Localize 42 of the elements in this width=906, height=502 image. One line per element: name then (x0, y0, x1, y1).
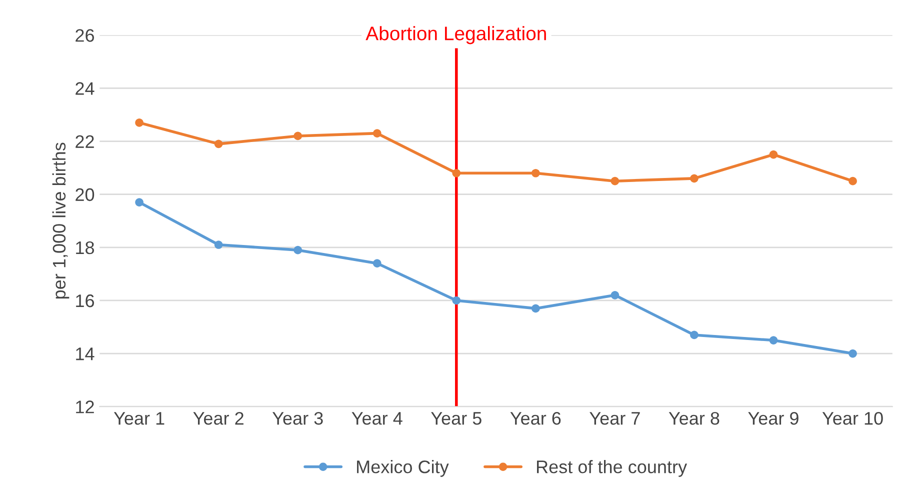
x-tick-label: Year 1 (114, 412, 164, 425)
x-tick-label: Year 3 (272, 412, 323, 425)
y-axis-title: per 1,000 live births (52, 142, 70, 298)
ref-line-label: Abortion Legalization (366, 26, 546, 44)
point (848, 176, 857, 186)
x-tick-label: Year 2 (193, 412, 244, 425)
x-tick-label: Year 4 (352, 412, 402, 425)
point (452, 168, 461, 178)
x-tick-label: Year 6 (510, 412, 561, 425)
point (769, 336, 778, 344)
point (610, 291, 620, 300)
point (372, 259, 382, 268)
y-tick-label: 16 (76, 294, 94, 308)
x-tick-label: Year 9 (748, 412, 798, 425)
x-tick-label: Year 8 (668, 412, 720, 425)
y-tick-label: 14 (76, 348, 94, 360)
legend-label: Mexico City (357, 460, 449, 477)
point (135, 198, 144, 206)
point (848, 349, 857, 358)
point (532, 304, 540, 313)
legend-label: Rest of the country (537, 460, 688, 477)
point (294, 132, 302, 140)
point (690, 330, 698, 340)
x-tick-label: Year 5 (431, 412, 482, 425)
y-tick-label: 24 (76, 82, 94, 95)
point (690, 174, 698, 183)
point (214, 240, 223, 249)
x-tick-label: Year 10 (822, 412, 883, 425)
y-tick-label: 22 (76, 135, 94, 148)
point (372, 129, 382, 138)
y-tick-label: 26 (76, 29, 94, 42)
point (769, 150, 778, 159)
y-tick-label: 20 (76, 188, 94, 202)
y-tick-label: 12 (76, 400, 94, 414)
point (214, 140, 223, 148)
point (452, 296, 461, 305)
point (610, 176, 620, 186)
point (294, 246, 302, 254)
x-tick-label: Year 7 (590, 412, 640, 425)
point (135, 118, 144, 127)
y-tick-label: 18 (76, 241, 94, 254)
point (532, 168, 540, 178)
